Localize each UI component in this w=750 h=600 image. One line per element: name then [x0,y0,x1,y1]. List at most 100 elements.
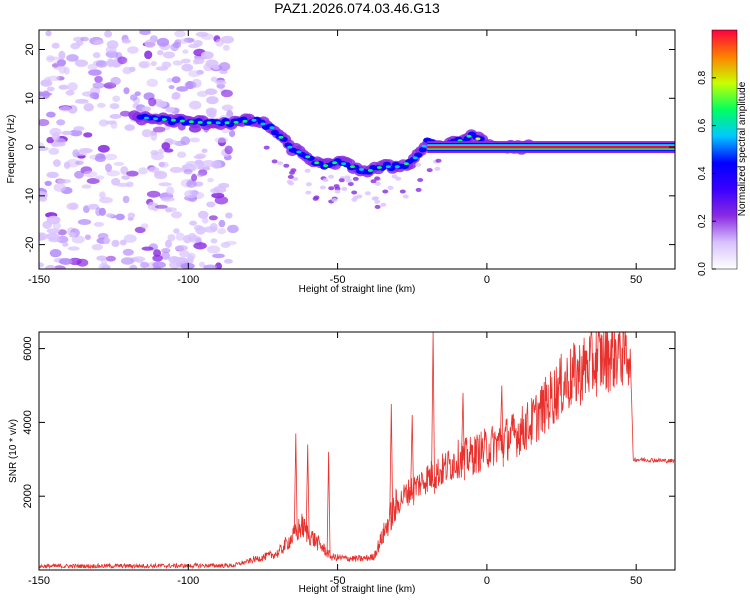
heatmap-noise-blob [201,33,214,40]
heatmap-side-blob [434,166,441,171]
heatmap-noise-blob [84,234,91,240]
snr-y-label: SNR (10 * v/v) [8,419,19,483]
heatmap-noise-blob [206,96,219,105]
heatmap-noise-blob [123,87,130,95]
heatmap-noise-blob [122,195,130,204]
heatmap-noise-blob [171,211,182,219]
snr-y-tick-label: 2000 [22,484,34,508]
heatmap-noise-blob [115,213,125,221]
heatmap-ridge-core [418,147,427,153]
heatmap-noise-blob [74,170,84,179]
heatmap-noise-blob [195,226,206,235]
heatmap-noise-blob [201,160,216,168]
heatmap-noise-blob [46,86,55,92]
heatmap-noise-blob [161,61,172,69]
heatmap-side-blob [334,186,341,191]
heatmap-noise-blob [126,170,139,177]
heatmap-noise-blob [80,36,89,42]
heatmap-noise-blob [122,248,134,256]
heatmap-ridge-peak [224,121,230,125]
heatmap-ridge-peak [269,126,275,129]
heatmap-side-blob [374,199,381,204]
heatmap-noise-blob [39,91,45,97]
heatmap-side-blob [322,178,329,183]
heatmap-noise-blob [113,161,125,166]
heatmap-noise-blob [46,136,54,144]
heatmap-noise-blob [162,51,175,59]
heatmap-noise-blob [227,224,239,234]
heatmap-ridge-peak [394,165,400,169]
heatmap-noise-blob [57,59,66,67]
heatmap-noise-blob [45,30,52,37]
heatmap-noise-blob [94,75,103,83]
snr-panel: -150 -100 -50 0 50 2000 4000 6000 Height of str… [8,331,676,595]
heatmap-side-blob [373,196,380,201]
heatmap-side-blob [417,178,424,182]
heatmap-noise-blob [93,221,104,227]
heatmap-noise-blob [146,78,159,88]
heatmap-noise-blob [83,170,98,178]
heatmap-side-blob [287,174,294,179]
snr-x-tick-label: -50 [330,575,346,587]
heatmap-noise-blob [130,94,138,101]
heatmap-noise-blob [207,177,214,183]
heatmap-noise-blob [183,235,192,244]
heatmap-side-blob [305,190,312,195]
heatmap-noise-blob [210,188,221,194]
heatmap-noise-blob [69,129,83,137]
snr-line-layer [38,331,675,570]
heatmap-side-blob [352,176,359,181]
heatmap-noise-blob [158,161,169,168]
heatmap-noise-blob [46,111,56,118]
heatmap-noise-blob [105,213,115,218]
snr-frame [38,331,676,571]
heatmap-noise-blob [112,95,121,102]
snr-y-tick-label: 6000 [22,336,34,360]
colorbar-gradient [711,29,738,270]
heatmap-side-blob [382,189,389,194]
heatmap-noise-blob [117,56,128,65]
heatmap-noise-blob [66,54,79,62]
heatmap-noise-blob [57,179,71,184]
heatmap-tone-band [427,145,675,149]
heatmap-noise-blob [172,60,183,66]
heatmap-noise-blob [88,69,102,76]
heatmap-noise-blob [201,51,214,60]
heatmap-ridge-core [270,129,279,136]
heatmap-noise-blob [168,85,175,90]
heatmap-noise-blob [111,239,120,247]
heatmap-noise-blob [124,124,135,131]
heatmap-noise-blob [89,92,100,100]
heatmap-noise-blob [67,246,80,251]
spectrogram-y-tick-label: 0 [24,144,36,150]
heatmap-noise-blob [181,58,191,64]
heatmap-ridge-peak [233,120,239,124]
heatmap-side-blob [283,163,290,168]
heatmap-noise-blob [39,119,50,127]
heatmap-noise-blob [56,235,69,244]
heatmap-noise-blob [83,103,94,112]
heatmap-noise-blob [103,237,111,245]
heatmap-noise-blob [205,88,218,95]
heatmap-noise-blob [52,159,61,167]
heatmap-noise-blob [221,104,234,112]
heatmap-side-blob [351,197,358,202]
heatmap-side-blob [288,181,295,186]
heatmap-noise-blob [140,223,149,229]
snr-spike [461,392,465,481]
heatmap-noise-blob [45,264,56,269]
heatmap-noise-blob [180,136,191,146]
colorbar-tick-label: 0.4 [697,166,708,180]
heatmap-noise-blob [98,119,109,127]
heatmap-noise-blob [92,52,101,59]
heatmap-noise-blob [214,137,229,143]
snr-spike [431,331,435,494]
heatmap-noise-blob [184,81,197,90]
heatmap-noise-blob [165,106,176,113]
heatmap-noise-blob [100,257,108,266]
heatmap-noise-blob [68,257,82,266]
colorbar-label: Normalized spectral amplitude [737,81,748,216]
heatmap-ridge-peak [367,169,373,172]
heatmap-noise-blob [46,228,60,234]
heatmap-side-blob [370,179,377,184]
